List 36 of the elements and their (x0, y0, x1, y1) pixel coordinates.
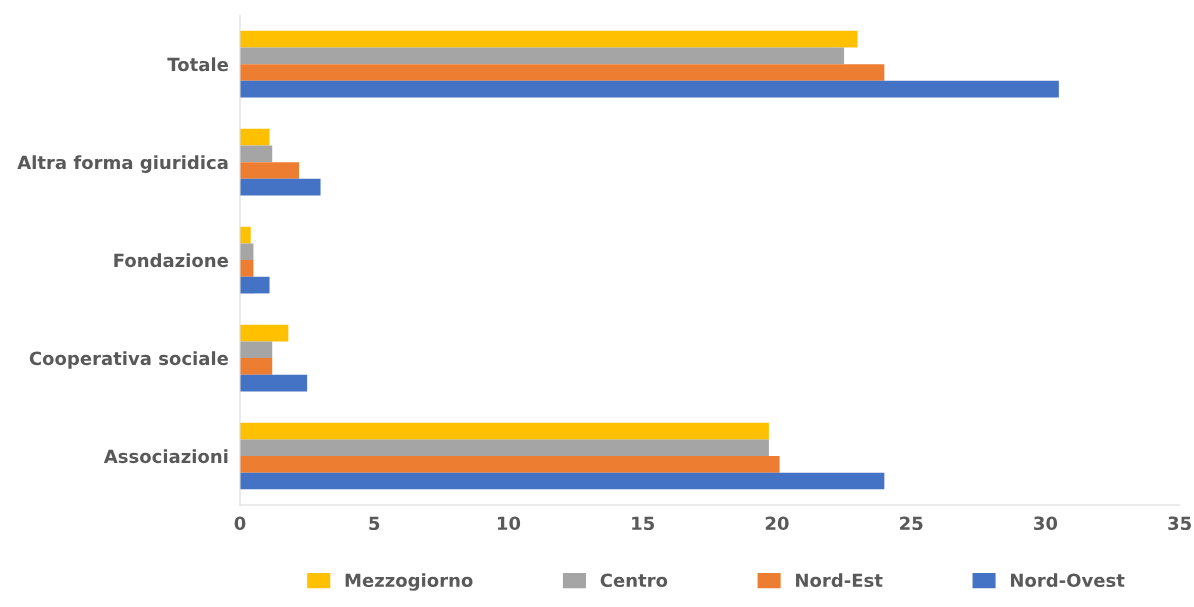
bar (239, 358, 273, 375)
x-tick-label: 15 (632, 516, 655, 531)
bar (239, 324, 289, 342)
legend-label: Mezzogiorno (345, 573, 473, 591)
bar (239, 456, 780, 473)
x-tick-label: 35 (1168, 516, 1191, 531)
y-tick-label: Associazioni (103, 449, 228, 464)
bar (239, 422, 769, 440)
x-tick-label: 20 (765, 516, 789, 531)
y-tick-label: Cooperativa sociale (29, 351, 228, 369)
bar (239, 145, 273, 163)
bar (239, 243, 254, 261)
legend-label: Centro (600, 573, 668, 588)
x-tick-label: 30 (1034, 516, 1058, 531)
x-tick-label: 25 (900, 516, 923, 531)
y-tick-label: Altra forma giuridica (17, 155, 228, 173)
bar (239, 439, 769, 457)
x-tick-label: 5 (369, 516, 380, 531)
bar (239, 80, 1059, 98)
bar (239, 47, 845, 65)
bar (239, 162, 300, 179)
bar (239, 341, 273, 359)
legend-label: Nord-Ovest (1010, 573, 1125, 588)
y-tick-label: Fondazione (114, 253, 229, 268)
bar (239, 128, 270, 146)
x-tick-label: 0 (234, 516, 246, 531)
bar (239, 472, 885, 490)
bar (239, 64, 885, 81)
bar (239, 276, 270, 294)
bar (239, 178, 321, 196)
bar (239, 260, 254, 277)
legend-label: Nord-Est (796, 573, 883, 588)
bar (239, 30, 858, 48)
x-tick-label: 10 (497, 516, 521, 531)
y-tick-label: Totale (167, 57, 229, 72)
bar (239, 374, 308, 392)
